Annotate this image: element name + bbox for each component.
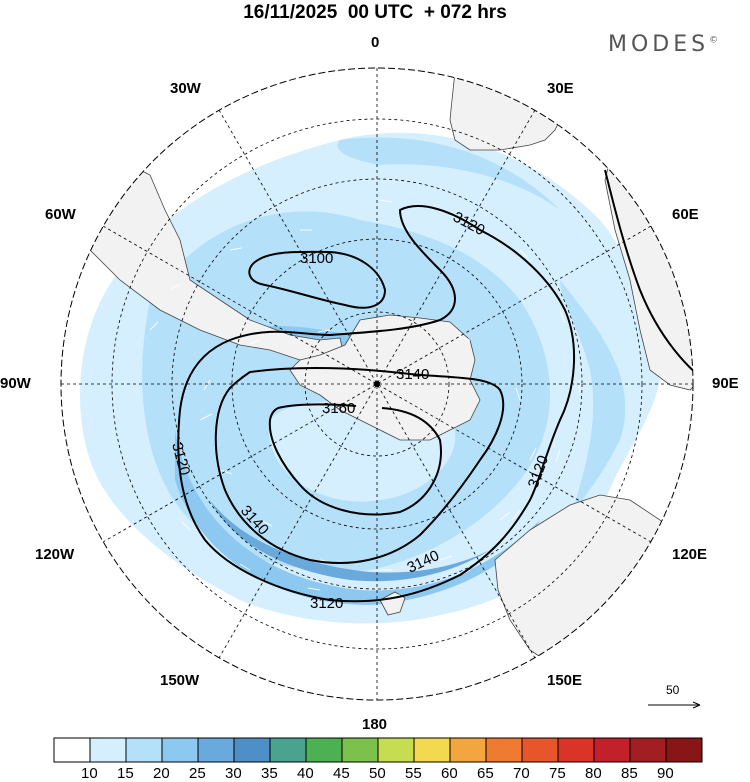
map-disk (61, 68, 693, 700)
colorbar-swatch (485, 737, 523, 763)
colorbar-tick-label: 50 (369, 765, 386, 782)
colorbar-tick-label: 65 (477, 765, 494, 782)
chart-title: 16/11/2025 00 UTC + 072 hrs (243, 2, 507, 23)
colorbar-tick-label: 35 (261, 765, 278, 782)
height-contours (177, 169, 693, 603)
reference-vector-label: 50 (666, 683, 680, 697)
contour-3140 (214, 366, 505, 564)
lon-label-60e: 60E (672, 206, 699, 223)
colorbar-swatch (449, 737, 487, 763)
graticule (61, 68, 693, 700)
brand-text: MODES (608, 32, 710, 57)
colorbar-tick-label: 70 (513, 765, 530, 782)
colorbar-tick-label: 90 (657, 765, 674, 782)
contour-3100 (248, 250, 387, 309)
lon-label-90e: 90E (712, 375, 739, 392)
colorbar-swatch (305, 737, 343, 763)
map-boundary (60, 67, 694, 701)
colorbar-swatch (629, 737, 667, 763)
colorbar-tick-label: 10 (81, 765, 98, 782)
colorbar-tick-label: 20 (153, 765, 170, 782)
land-antarctica (289, 314, 481, 441)
colorbar-swatch (377, 737, 415, 763)
colorbar-swatch (89, 737, 127, 763)
lon-label-90w: 90W (0, 375, 31, 392)
contour-label-9: 3120 (310, 595, 343, 612)
colorbar-tick-label: 45 (333, 765, 350, 782)
colorbar-tick-label: 85 (621, 765, 638, 782)
copyright-mark: © (709, 35, 719, 46)
colorbar-tick-label: 15 (117, 765, 134, 782)
lon-label-30w: 30W (170, 80, 201, 97)
colorbar-swatch (593, 737, 631, 763)
colorbar-swatch (233, 737, 271, 763)
pole-marker (374, 381, 380, 387)
contour-label-1: 3100 (300, 250, 333, 267)
colorbar-tick-label: 75 (549, 765, 566, 782)
colorbar-swatch (557, 737, 595, 763)
colorbar-swatch (161, 737, 199, 763)
lon-label-150e: 150E (547, 672, 583, 689)
contour-3160 (268, 403, 442, 516)
contour-3120 (177, 205, 575, 603)
lon-label-0: 0 (371, 34, 380, 51)
colorbar-tick-label: 80 (585, 765, 602, 782)
colorbar-swatch (341, 737, 379, 763)
colorbar-swatch (269, 737, 307, 763)
lon-label-150w: 150W (160, 672, 200, 689)
colorbar-swatch (665, 737, 703, 763)
colorbar-swatch (413, 737, 451, 763)
contour-3120-east (604, 169, 693, 381)
lon-label-120e: 120E (672, 546, 708, 563)
colorbar-swatch (53, 737, 91, 763)
lon-label-60w: 60W (45, 206, 76, 223)
contour-label-3: 3140 (396, 366, 429, 383)
colorbar-swatch (197, 737, 235, 763)
colorbar-swatch (125, 737, 163, 763)
colorbar-swatch (521, 737, 559, 763)
colorbar-tick-label: 25 (189, 765, 206, 782)
colorbar-tick-label: 55 (405, 765, 422, 782)
reference-vector-head (692, 701, 701, 709)
brand-logo: MODES© (608, 32, 718, 57)
colorbar-tick-label: 60 (441, 765, 458, 782)
lon-label-30e: 30E (547, 80, 574, 97)
lon-label-180: 180 (362, 716, 388, 733)
colorbar-tick-label: 30 (225, 765, 242, 782)
colorbar-tick-label: 40 (297, 765, 314, 782)
colorbar (53, 737, 703, 763)
wind-band-20-north (337, 137, 560, 210)
lon-label-120w: 120W (35, 546, 75, 563)
contour-label-4: 3160 (322, 400, 355, 417)
wind-band-20-east (560, 280, 626, 520)
